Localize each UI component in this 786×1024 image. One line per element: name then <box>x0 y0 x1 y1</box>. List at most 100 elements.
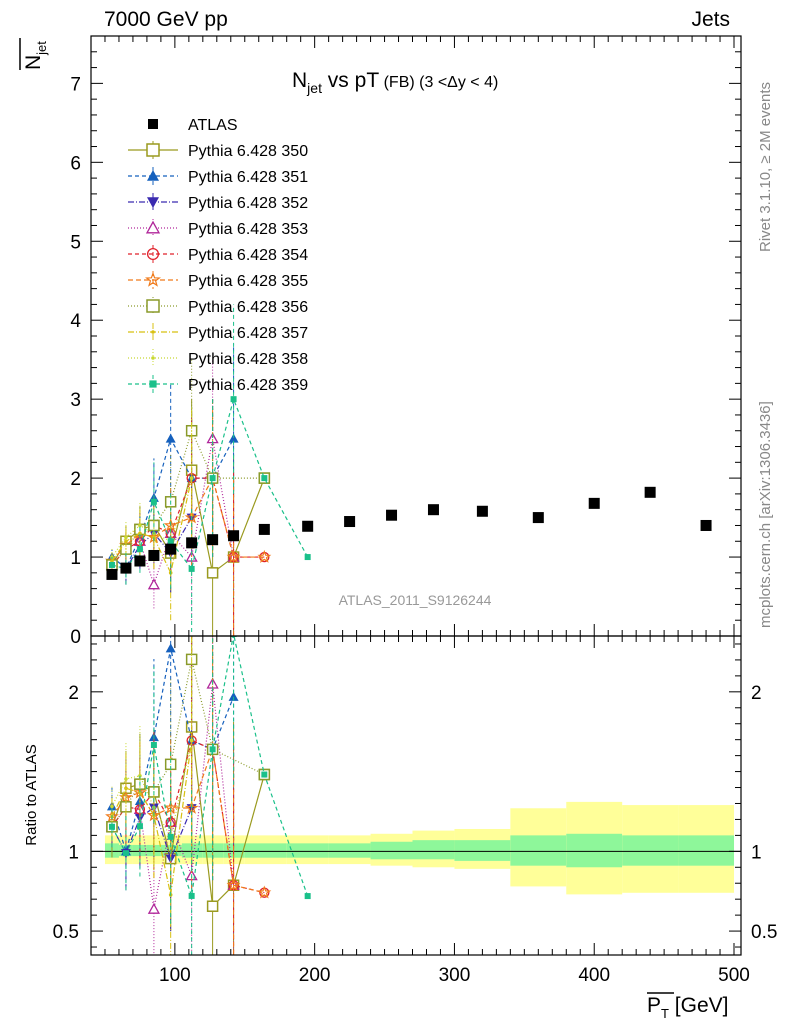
atlas-data-point <box>644 486 656 498</box>
ratio-series-point <box>228 691 239 701</box>
series-point <box>228 433 239 443</box>
svg-text:PT [GeV]: PT [GeV] <box>647 994 729 1021</box>
atlas-data-point <box>228 530 240 542</box>
atlas-data-point <box>427 504 439 516</box>
series-point <box>124 535 128 540</box>
legend-marker <box>147 170 159 181</box>
legend-item: Pythia 6.428 352 <box>128 193 308 212</box>
band-inner-bin <box>202 843 224 858</box>
legend-item: Pythia 6.428 357 <box>128 323 308 342</box>
legend-label: Pythia 6.428 355 <box>188 273 308 290</box>
atlas-data-point <box>165 543 177 555</box>
legend-marker <box>151 330 155 334</box>
legend-label: Pythia 6.428 353 <box>188 221 308 238</box>
series-355 <box>105 407 272 636</box>
y-tick-label: 6 <box>70 153 81 174</box>
ratio-series-point <box>304 893 311 900</box>
x-tick-label: 100 <box>159 965 191 986</box>
ratio-y-tick-label: 1 <box>751 842 762 863</box>
legend-label: ATLAS <box>188 117 238 134</box>
x-tick-label: 300 <box>439 965 471 986</box>
ratio-series-point <box>189 738 194 743</box>
series-point <box>257 549 272 563</box>
band-inner-bin <box>566 833 623 868</box>
legend-label: Pythia 6.428 357 <box>188 325 308 342</box>
ratio-series-point <box>226 877 241 892</box>
ratio-series-point <box>165 643 176 653</box>
x-tick-label: 400 <box>578 965 610 986</box>
ratio-uncertainty-band <box>91 801 741 895</box>
ratio-y-tick-label: 0.5 <box>751 922 777 943</box>
series-point <box>261 475 268 482</box>
x-tick-label: 200 <box>299 965 331 986</box>
ratio-series <box>105 636 311 955</box>
ratio-series-point <box>108 823 115 830</box>
series-point <box>150 498 157 505</box>
band-inner-bin <box>328 843 371 858</box>
ratio-series-point <box>150 741 157 748</box>
svg-text:Njet: Njet <box>22 41 49 70</box>
ratio-series-point <box>110 804 114 809</box>
ratio-series-point <box>209 746 216 753</box>
series-352 <box>106 470 197 593</box>
series-point <box>136 546 143 553</box>
legend-item: Pythia 6.428 356 <box>128 297 308 316</box>
legend-item: Pythia 6.428 354 <box>128 245 308 264</box>
legend-marker <box>146 247 160 261</box>
series-point <box>108 561 115 568</box>
series-point <box>124 539 128 544</box>
legend-item: Pythia 6.428 358 <box>128 349 308 368</box>
axis-ticks: 100 200 300 400 500 0 1 2 3 4 5 6 7 0.5 0.5 1 1 2 2 <box>53 36 777 986</box>
band-inner-bin <box>510 835 567 866</box>
ratio-series-point <box>124 777 128 781</box>
legend-marker <box>147 197 159 208</box>
legend-label: Pythia 6.428 351 <box>188 169 308 186</box>
y-tick-label: 2 <box>70 469 81 490</box>
series-point <box>147 578 161 590</box>
legend-item: Pythia 6.428 353 <box>128 219 308 238</box>
analysis-label: ATLAS_2011_S9126244 <box>339 592 492 608</box>
band-inner-bin <box>181 843 203 858</box>
ratio-series-line <box>111 636 309 897</box>
ratio-series-point <box>188 892 195 899</box>
series-line <box>111 397 309 571</box>
series-line <box>111 477 193 575</box>
legend-marker <box>151 356 155 360</box>
ratio-series-356 <box>106 636 271 881</box>
ratio-plot-frame <box>90 635 742 956</box>
atlas-data-point <box>532 512 544 524</box>
atlas-data-point <box>302 520 314 532</box>
atlas-data-point <box>700 519 712 531</box>
atlas-data-point <box>134 555 146 567</box>
series-point <box>165 433 176 443</box>
band-inner-bin <box>678 835 735 866</box>
legend-marker <box>148 119 158 129</box>
ratio-y-tick-label: 0.5 <box>53 922 79 943</box>
ratio-y-axis-label: Ratio to ATLAS <box>23 744 40 845</box>
atlas-data-point <box>106 568 118 580</box>
series-point <box>226 549 241 563</box>
legend-label: Pythia 6.428 356 <box>188 299 308 316</box>
ratio-series-line <box>111 740 193 839</box>
y-tick-label: 7 <box>70 74 81 95</box>
series-point <box>189 476 194 480</box>
band-inner-bin <box>286 843 329 858</box>
legend-label: Pythia 6.428 358 <box>188 351 308 368</box>
legend-item: Pythia 6.428 355 <box>128 271 308 290</box>
band-inner-bin <box>622 835 679 866</box>
ratio-series-point <box>261 771 268 778</box>
series-point <box>167 538 174 545</box>
legend-label: Pythia 6.428 359 <box>188 377 308 394</box>
ratio-series-point <box>167 833 174 840</box>
process-label: Jets <box>691 8 730 31</box>
y-tick-label: 3 <box>70 390 81 411</box>
ratio-series-line <box>111 683 235 910</box>
ratio-y-tick-label: 2 <box>68 683 79 704</box>
ratio-series-point <box>122 850 129 857</box>
legend-marker <box>145 220 161 234</box>
legend-label: Pythia 6.428 350 <box>188 143 308 160</box>
ratio-series-350 <box>106 636 271 955</box>
ratio-series-point <box>136 823 143 830</box>
legend-marker <box>149 380 157 388</box>
